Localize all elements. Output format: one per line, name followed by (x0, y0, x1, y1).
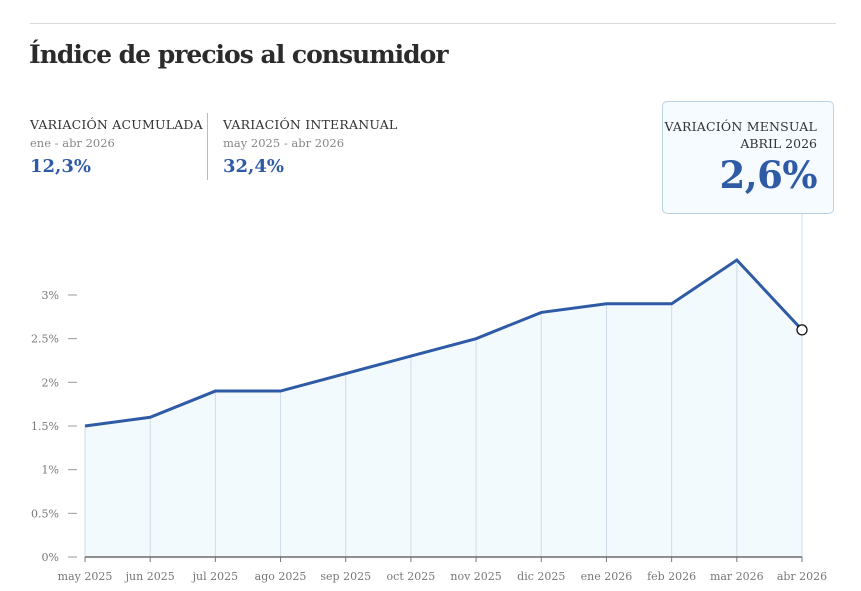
y-tick-label-2: 1% (42, 464, 59, 477)
top-rule (30, 23, 836, 24)
y-tick-label-6: 3% (42, 289, 59, 302)
x-tick-label-11: abr 2026 (777, 570, 827, 583)
x-tick-label-7: dic 2025 (517, 570, 565, 583)
chart-area-fill (85, 260, 802, 557)
stat-acumulada-label: VARIACIÓN ACUMULADA (30, 117, 203, 132)
x-tick-label-8: ene 2026 (581, 570, 633, 583)
y-tick-label-4: 2% (42, 376, 59, 389)
tooltip-period: ABRIL 2026 (740, 136, 817, 151)
stat-interanual-period: may 2025 - abr 2026 (223, 136, 345, 150)
tooltip-value: 2,6% (719, 153, 817, 197)
stat-variacion-acumulada: VARIACIÓN ACUMULADA ene - abr 2026 12,3% (30, 117, 203, 177)
x-tick-label-0: may 2025 (58, 570, 113, 583)
x-tick-label-6: nov 2025 (450, 570, 501, 583)
x-tick-label-3: ago 2025 (255, 570, 307, 583)
y-tick-label-5: 2.5% (31, 333, 59, 346)
stat-interanual-value: 32,4% (223, 156, 284, 177)
stat-acumulada-period: ene - abr 2026 (30, 136, 115, 150)
y-tick-label-1: 0.5% (31, 507, 59, 520)
stat-divider (207, 113, 208, 180)
tooltip-label: VARIACIÓN MENSUAL (664, 119, 817, 134)
x-tick-label-5: oct 2025 (387, 570, 436, 583)
y-tick-label-0: 0% (42, 551, 59, 564)
y-tick-label-3: 1.5% (31, 420, 59, 433)
x-tick-label-2: jul 2025 (191, 570, 239, 583)
x-tick-label-10: mar 2026 (710, 570, 764, 583)
x-tick-label-1: jun 2025 (124, 570, 175, 583)
stat-interanual-label: VARIACIÓN INTERANUAL (223, 117, 398, 132)
x-tick-label-9: feb 2026 (647, 570, 696, 583)
series-line (84, 258, 804, 428)
chart-tooltip: VARIACIÓN MENSUAL ABRIL 2026 2,6% (662, 101, 834, 214)
stat-acumulada-value: 12,3% (30, 156, 91, 177)
x-tick-label-4: sep 2025 (320, 570, 371, 583)
highlighted-point[interactable] (796, 324, 808, 336)
page-title: Índice de precios al consumidor (29, 40, 448, 69)
stat-variacion-interanual: VARIACIÓN INTERANUAL may 2025 - abr 2026… (223, 117, 397, 177)
